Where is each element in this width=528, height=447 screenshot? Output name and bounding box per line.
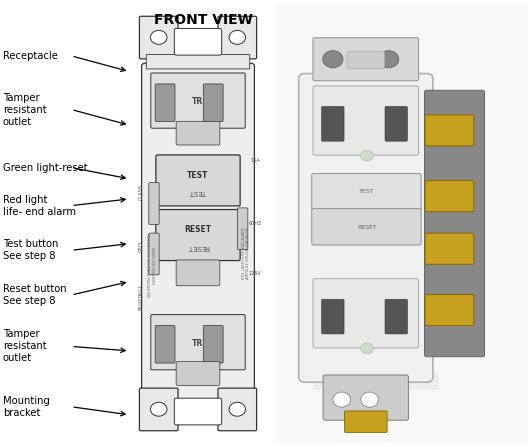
Text: GFCI: GFCI [138,241,144,252]
FancyBboxPatch shape [146,55,250,69]
Text: Test button
See step 8: Test button See step 8 [3,239,58,261]
Circle shape [361,150,373,161]
FancyBboxPatch shape [312,209,421,245]
Text: RESET: RESET [184,225,212,234]
Text: RESET: RESET [357,224,377,229]
FancyBboxPatch shape [218,388,257,431]
Text: TEST: TEST [187,171,209,180]
Text: 15A: 15A [250,158,260,163]
Text: RED LIGHT=LIFE-END ALARM
AMPOULE ROUGE=FIN DE VIE: RED LIGHT=LIFE-END ALARM AMPOULE ROUGE=F… [242,227,250,279]
FancyBboxPatch shape [203,325,223,363]
FancyBboxPatch shape [322,106,344,141]
FancyBboxPatch shape [425,181,474,212]
Text: TEST: TEST [190,189,206,195]
FancyBboxPatch shape [142,63,254,405]
FancyBboxPatch shape [322,299,344,334]
Circle shape [333,392,351,407]
Text: Green light-reset: Green light-reset [3,163,87,173]
FancyBboxPatch shape [203,84,223,122]
FancyBboxPatch shape [176,362,220,385]
FancyBboxPatch shape [139,388,178,431]
FancyBboxPatch shape [425,295,474,325]
FancyBboxPatch shape [347,52,384,69]
Text: RECEPTACLE: RECEPTACLE [139,284,143,310]
Circle shape [150,402,167,416]
Circle shape [323,51,343,68]
FancyBboxPatch shape [155,325,175,363]
FancyBboxPatch shape [299,74,433,382]
Text: 60HZ: 60HZ [248,221,262,226]
FancyBboxPatch shape [139,16,178,59]
Text: SEE INSTRUCTIONS FOR TEST NORMAL
FUNCTION TEST MEMO: SEE INSTRUCTIONS FOR TEST NORMAL FUNCTIO… [148,234,157,297]
FancyBboxPatch shape [146,400,250,414]
FancyBboxPatch shape [174,398,222,425]
FancyBboxPatch shape [344,411,387,433]
FancyBboxPatch shape [425,115,474,146]
FancyBboxPatch shape [313,86,419,155]
Text: TR: TR [192,97,204,106]
Circle shape [379,51,399,68]
Bar [275,4,528,443]
FancyBboxPatch shape [151,73,245,128]
FancyBboxPatch shape [385,106,408,141]
Circle shape [361,392,379,407]
Text: CLASS: CLASS [138,184,144,200]
FancyBboxPatch shape [238,208,248,249]
FancyBboxPatch shape [425,233,474,264]
FancyBboxPatch shape [156,155,240,206]
Text: Tamper
resistant
outlet: Tamper resistant outlet [3,329,46,363]
Text: TR: TR [192,339,204,348]
Text: FRONT VIEW: FRONT VIEW [154,13,253,27]
FancyBboxPatch shape [385,299,408,334]
Text: Receptacle: Receptacle [3,51,58,61]
Circle shape [150,30,167,44]
FancyBboxPatch shape [176,260,220,286]
Text: RESET: RESET [187,244,209,249]
FancyBboxPatch shape [149,233,159,275]
FancyBboxPatch shape [323,375,409,420]
FancyBboxPatch shape [156,210,240,261]
FancyBboxPatch shape [176,121,220,145]
Text: Mounting
bracket: Mounting bracket [3,396,50,418]
FancyBboxPatch shape [174,29,222,55]
Circle shape [229,402,246,416]
Text: TEST: TEST [360,190,375,194]
FancyBboxPatch shape [312,173,421,210]
Text: 125V: 125V [249,271,261,276]
Text: Reset button
See step 8: Reset button See step 8 [3,284,67,306]
Bar [313,372,439,390]
Text: Red light
life- end alarm: Red light life- end alarm [3,194,76,217]
FancyBboxPatch shape [425,90,485,357]
FancyBboxPatch shape [155,84,175,122]
Text: Tamper
resistant
outlet: Tamper resistant outlet [3,93,46,127]
FancyBboxPatch shape [149,183,159,224]
Circle shape [361,343,373,354]
FancyBboxPatch shape [218,16,257,59]
FancyBboxPatch shape [313,278,419,348]
FancyBboxPatch shape [151,315,245,370]
Circle shape [229,30,246,44]
FancyBboxPatch shape [313,38,419,81]
